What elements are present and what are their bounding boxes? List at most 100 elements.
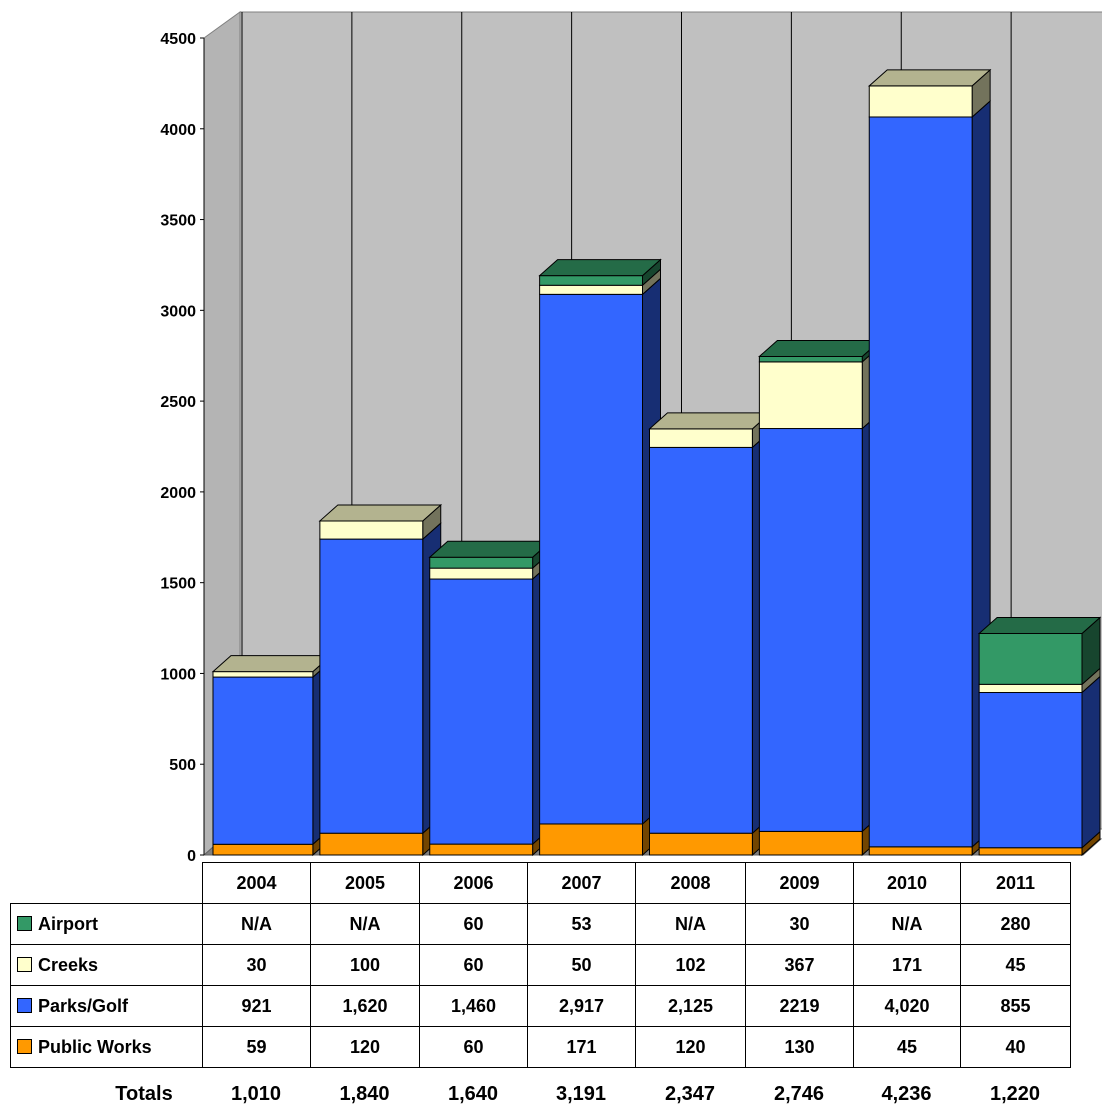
bar-segment bbox=[539, 293, 643, 825]
bar-segment bbox=[429, 578, 534, 845]
table-cell: 102 bbox=[635, 944, 746, 986]
bars bbox=[211, 68, 1102, 857]
y-tick-label: 4000 bbox=[160, 122, 196, 139]
legend-entry: Parks/Golf bbox=[10, 985, 203, 1027]
bar-top bbox=[758, 339, 882, 357]
table-cell: 2,125 bbox=[635, 985, 746, 1027]
bar-segment bbox=[978, 847, 1083, 856]
bar-stack-2010 bbox=[867, 68, 992, 857]
bar-segment bbox=[978, 692, 1083, 849]
totals-label: Totals bbox=[115, 1083, 173, 1105]
bar-stack-2011 bbox=[977, 616, 1102, 857]
bar-segment bbox=[429, 556, 534, 569]
table-cell: 2,917 bbox=[527, 985, 636, 1027]
y-tick-label: 500 bbox=[169, 757, 196, 774]
table-cell: 60 bbox=[419, 903, 528, 945]
totals-row: Totals 1,010 1,840 1,640 3,191 2,347 2,746 4,23… bbox=[0, 1074, 1102, 1114]
total-value: 2,347 bbox=[664, 1083, 716, 1105]
year-header: 2004 bbox=[202, 862, 311, 904]
table-cell: N/A bbox=[310, 903, 420, 945]
bar-segment bbox=[539, 823, 643, 856]
stacked-bar-chart: 0 500 1000 1500 2000 2500 3000 3500 4000 4500 bbox=[160, 11, 1102, 865]
table-row: Airport N/A N/A 60 53 N/A 30 N/A 280 bbox=[10, 903, 1071, 945]
bar-stack-2007 bbox=[538, 258, 662, 857]
year-header: 2010 bbox=[853, 862, 961, 904]
table-cell: 120 bbox=[635, 1026, 746, 1068]
table-row: Parks/Golf 921 1,620 1,460 2,917 2,125 2219 4,0… bbox=[10, 985, 1071, 1027]
bar-top bbox=[977, 617, 1102, 635]
bar-segment bbox=[319, 520, 424, 540]
y-tick-label: 1500 bbox=[160, 576, 196, 593]
table-cell: 100 bbox=[310, 944, 420, 986]
bar-top bbox=[538, 259, 662, 277]
bar-stack-2006 bbox=[428, 540, 552, 857]
legend-entry: Airport bbox=[10, 903, 203, 945]
bar-segment bbox=[758, 355, 863, 363]
table-cell: 130 bbox=[745, 1026, 854, 1068]
year-header: 2006 bbox=[419, 862, 528, 904]
bar-segment bbox=[978, 633, 1083, 685]
total-value: 1,840 bbox=[339, 1083, 390, 1105]
bar-segment bbox=[649, 446, 753, 834]
bar-segment bbox=[978, 683, 1083, 694]
y-tick-label: 1000 bbox=[160, 666, 196, 683]
bar-top bbox=[867, 69, 992, 87]
table-cell: 45 bbox=[853, 1026, 961, 1068]
table-cell: 60 bbox=[419, 944, 528, 986]
bar-segment bbox=[212, 671, 314, 678]
y-tick-label: 3500 bbox=[160, 213, 196, 230]
table-cell: 30 bbox=[202, 944, 311, 986]
legend-label: Creeks bbox=[38, 954, 99, 975]
bar-segment bbox=[212, 843, 314, 856]
bar-segment bbox=[868, 116, 973, 848]
bar-segment bbox=[539, 275, 643, 286]
legend-label: Airport bbox=[38, 913, 98, 934]
y-axis-ticks: 0 500 1000 1500 2000 2500 3000 3500 4000 4500 bbox=[160, 31, 205, 865]
legend-entry: Creeks bbox=[10, 944, 203, 986]
bar-segment bbox=[649, 428, 753, 448]
legend-swatch bbox=[17, 956, 32, 972]
bar-segment bbox=[429, 843, 534, 856]
bar-top bbox=[648, 412, 772, 430]
table-cell: N/A bbox=[635, 903, 746, 945]
bar-segment bbox=[758, 428, 863, 832]
y-tick-label: 2000 bbox=[160, 485, 196, 502]
table-cell: 1,620 bbox=[310, 985, 420, 1027]
legend-swatch bbox=[17, 997, 32, 1013]
legend-entry: Public Works bbox=[10, 1026, 203, 1068]
bar-segment bbox=[429, 567, 534, 580]
y-tick-label: 4500 bbox=[160, 31, 196, 48]
y-tick-label: 0 bbox=[187, 848, 196, 865]
bar-side bbox=[1081, 675, 1101, 849]
table-cell: 1,460 bbox=[419, 985, 528, 1027]
table-header-row: 2004 2005 2006 2007 2008 2009 2010 2011 bbox=[11, 862, 1071, 904]
table-cell: 53 bbox=[527, 903, 636, 945]
bar-segment bbox=[868, 85, 973, 118]
y-tick-label: 3000 bbox=[160, 303, 196, 320]
table-cell: 171 bbox=[853, 944, 961, 986]
year-header: 2005 bbox=[310, 862, 420, 904]
total-value: 3,191 bbox=[555, 1083, 607, 1105]
table-cell: 60 bbox=[419, 1026, 528, 1068]
table-cell: 30 bbox=[745, 903, 854, 945]
total-value: 4,236 bbox=[881, 1083, 932, 1105]
bar-segment bbox=[539, 284, 643, 295]
bar-segment bbox=[212, 676, 314, 845]
legend-label: Public Works bbox=[38, 1036, 152, 1057]
bar-segment bbox=[319, 538, 424, 834]
table-cell: 4,020 bbox=[853, 985, 961, 1027]
table-row: Creeks 30 100 60 50 102 367 171 45 bbox=[10, 944, 1071, 986]
year-header: 2009 bbox=[745, 862, 854, 904]
table-corner bbox=[11, 863, 203, 904]
bar-stack-2008 bbox=[648, 411, 772, 857]
table-cell: 45 bbox=[960, 944, 1071, 986]
table-cell: 855 bbox=[960, 985, 1071, 1027]
year-header: 2007 bbox=[527, 862, 636, 904]
total-value: 2,746 bbox=[773, 1083, 825, 1105]
bar-segment bbox=[319, 832, 424, 856]
total-value: 1,640 bbox=[447, 1083, 499, 1105]
table-cell: 40 bbox=[960, 1026, 1071, 1068]
table-cell: N/A bbox=[202, 903, 311, 945]
table-cell: 120 bbox=[310, 1026, 420, 1068]
table-row: Public Works 59 120 60 171 120 130 45 40 bbox=[10, 1026, 1071, 1068]
